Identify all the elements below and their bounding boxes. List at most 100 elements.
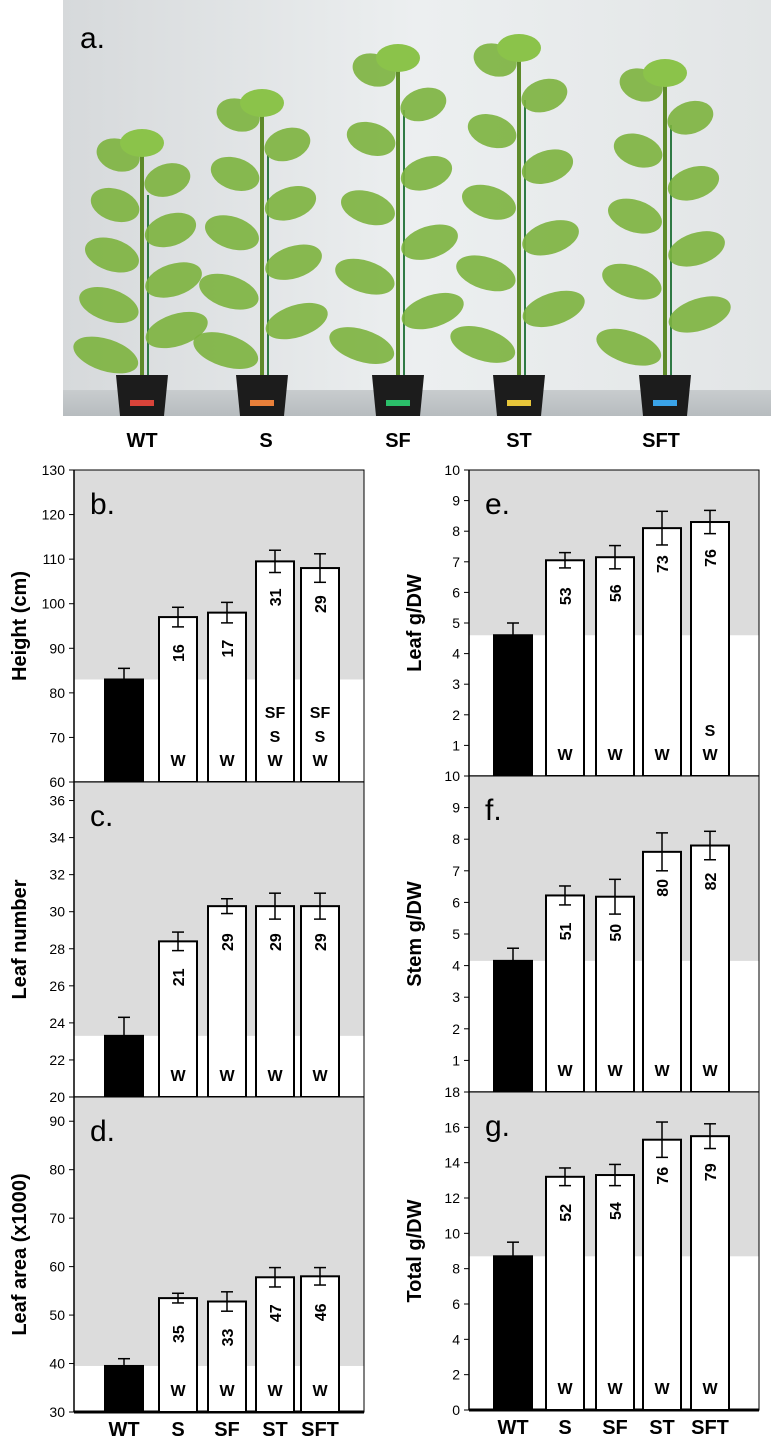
y-tick-label: 9	[452, 493, 460, 509]
bar-wt	[493, 634, 533, 777]
significance-label: W	[312, 753, 328, 770]
plant-leaf	[521, 78, 568, 113]
y-tick-label: 0	[452, 1402, 460, 1418]
bar-s	[545, 894, 585, 1093]
plant-pot	[639, 375, 691, 416]
y-tick-label: 60	[49, 774, 65, 790]
plant	[329, 44, 464, 416]
plant-leaf	[205, 215, 259, 251]
plant-leaf	[522, 290, 585, 328]
percent-increase-label: 54	[608, 1202, 625, 1220]
category-label: S	[558, 1417, 571, 1439]
significance-label: W	[557, 747, 573, 764]
pot-tag	[653, 400, 677, 406]
percent-increase-label: 29	[313, 933, 330, 951]
significance-label: SF	[310, 705, 331, 722]
chart-panel-f: 1 2 3 4 5 6 7 8 9 10 Stem g/DW f. 51 W 50 W 80 W 82 W	[404, 768, 760, 1094]
plant-leaf	[668, 296, 731, 333]
bar-sft	[690, 1135, 730, 1411]
y-tick-label: 2	[452, 707, 460, 723]
plant-leaf	[400, 156, 453, 191]
plant-leaf	[346, 121, 396, 156]
percent-increase-label: 33	[220, 1329, 237, 1347]
y-axis-label: Leaf number	[9, 879, 31, 999]
bar-sft	[300, 905, 340, 1098]
panel-letter: d.	[90, 1115, 115, 1148]
bar-wt	[493, 959, 533, 1093]
category-label: SFT	[691, 1417, 729, 1439]
plant-labels: WT S SF ST SFT	[126, 430, 679, 452]
y-tick-label: 30	[49, 904, 65, 920]
significance-label: W	[219, 1068, 235, 1085]
y-tick-label: 1	[452, 737, 460, 753]
y-tick-label: 2	[452, 1021, 460, 1037]
percent-increase-label: 52	[558, 1204, 575, 1222]
y-tick-label: 80	[49, 685, 65, 701]
percent-increase-label: 29	[313, 595, 330, 613]
plant-leaf	[596, 328, 662, 366]
y-tick-label: 2	[452, 1367, 460, 1383]
y-tick-label: 9	[452, 800, 460, 816]
percent-increase-label: 29	[220, 933, 237, 951]
plant-leaf	[456, 255, 516, 292]
y-tick-label: 6	[452, 1296, 460, 1312]
significance-label: W	[654, 1063, 670, 1080]
photo-panel-letter: a.	[80, 22, 105, 55]
plant-leaf	[602, 263, 662, 300]
significance-label: W	[702, 1381, 718, 1398]
plant-leaf	[450, 326, 516, 363]
significance-label: W	[267, 1383, 283, 1400]
y-axis-label: Leaf area (x1000)	[9, 1173, 31, 1335]
y-tick-label: 8	[452, 831, 460, 847]
plant	[193, 89, 328, 416]
plant-label-s: S	[259, 430, 272, 452]
plant-leaf	[210, 156, 260, 191]
plant-leaf	[522, 220, 579, 256]
plant-leaf	[73, 336, 139, 374]
y-tick-label: 3	[452, 676, 460, 692]
plant-leaf	[79, 287, 139, 323]
y-tick-label: 34	[49, 830, 65, 846]
y-tick-label: 24	[49, 1015, 65, 1031]
category-label: WT	[497, 1417, 528, 1439]
plant	[73, 129, 208, 416]
bar-sf	[207, 905, 247, 1098]
significance-label: W	[170, 753, 186, 770]
percent-increase-label: 76	[655, 1167, 672, 1185]
bar-sft	[690, 844, 730, 1094]
percent-increase-label: 73	[655, 555, 672, 573]
category-label: SF	[602, 1417, 628, 1439]
bar-s	[545, 1175, 585, 1412]
bar-s	[158, 940, 198, 1099]
significance-label: W	[702, 1063, 718, 1080]
plant-leaf	[376, 44, 420, 72]
y-axis-label: Leaf g/DW	[404, 574, 426, 672]
plant-leaf	[264, 186, 317, 221]
significance-label: W	[267, 1068, 283, 1085]
y-tick-label: 26	[49, 978, 65, 994]
significance-label: W	[267, 753, 283, 770]
pot-tag	[250, 400, 274, 406]
plant-leaf	[240, 89, 284, 117]
significance-label: W	[219, 1383, 235, 1400]
panel-letter: e.	[485, 488, 510, 521]
plant-leaf	[90, 187, 140, 223]
bar-wt	[493, 1255, 533, 1412]
plant-pot	[493, 375, 545, 416]
percent-increase-label: 46	[313, 1303, 330, 1321]
category-label: ST	[649, 1417, 675, 1439]
percent-increase-label: 47	[268, 1304, 285, 1322]
bar-wt	[104, 1034, 144, 1098]
percent-increase-label: 51	[558, 922, 575, 940]
y-tick-label: 30	[49, 1404, 65, 1420]
plant-leaf	[265, 244, 322, 280]
panel-letter: b.	[90, 488, 115, 521]
y-tick-label: 8	[452, 523, 460, 539]
y-tick-label: 16	[444, 1119, 460, 1135]
chart-panel-d: 30 40 50 60 70 80 90 Leaf area (x1000) d. WT 35 W S 3…	[9, 1096, 365, 1441]
plant-leaf	[667, 166, 720, 201]
plant-leaf	[85, 237, 139, 273]
category-label: SF	[214, 1419, 240, 1441]
